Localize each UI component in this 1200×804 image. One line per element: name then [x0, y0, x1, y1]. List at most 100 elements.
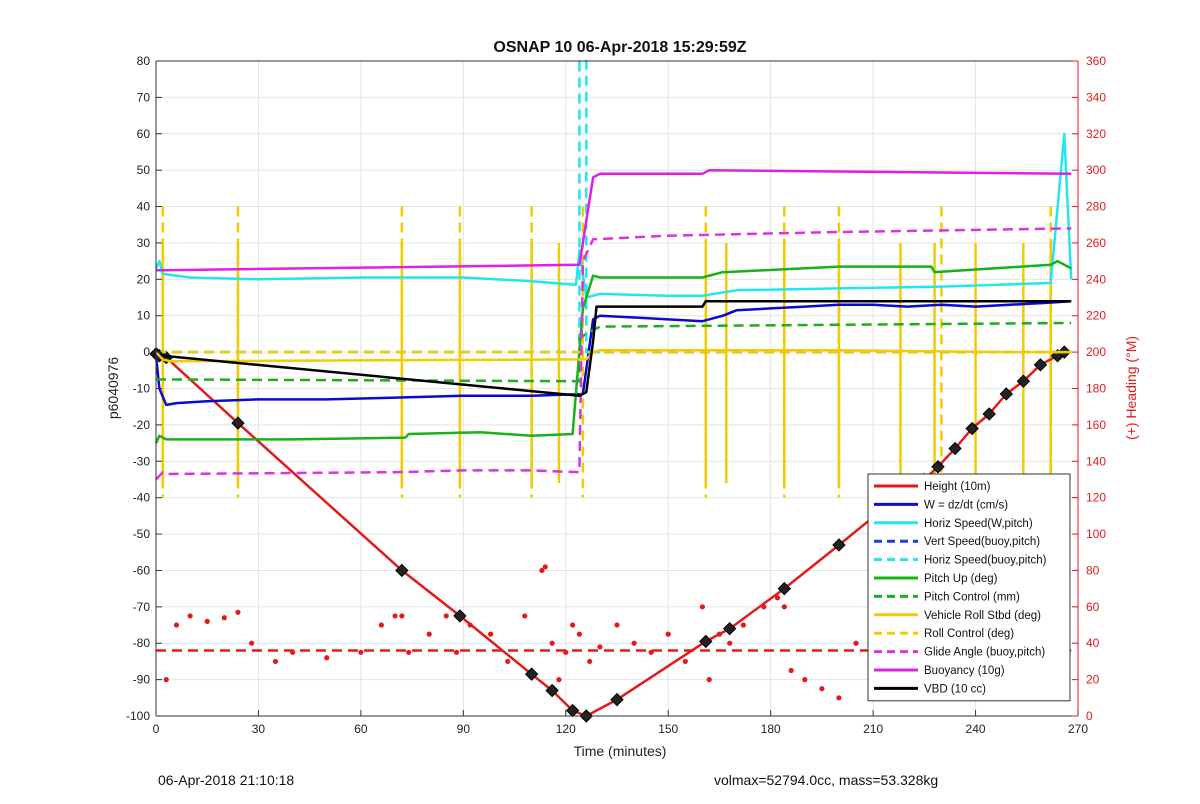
y-tick-label-left: -100: [126, 709, 150, 723]
series-heading-m-point: [426, 631, 432, 637]
legend-label-roll-control-deg: Roll Control (deg): [924, 628, 1014, 640]
series-height-10m-marker: [1016, 374, 1031, 388]
x-axis-label: Time (minutes): [574, 743, 667, 759]
y-tick-label-right: 360: [1086, 54, 1106, 68]
series-heading-m-point: [570, 622, 576, 628]
y-tick-label-right: 160: [1086, 418, 1106, 432]
series-glide-angle-buoy-pitch: [155, 227, 1072, 481]
series-heading-m-point: [173, 622, 180, 628]
y-tick-label-right: 120: [1086, 491, 1106, 505]
y-tick-label-left: 70: [137, 90, 151, 104]
series-heading-m-point: [781, 604, 787, 610]
series-heading-m-point: [453, 649, 460, 655]
series-heading-m-point: [378, 622, 384, 628]
series-height-10m-marker: [832, 538, 846, 552]
series-w-dz-dt-cm-s: [154, 299, 1072, 407]
series-heading-m-point: [587, 658, 593, 665]
y-tick-label-right: 280: [1086, 200, 1106, 214]
series-heading-m-point: [392, 613, 398, 619]
series-heading-m-point: [488, 631, 494, 637]
chart-title: OSNAP 10 06-Apr-2018 15:29:59Z: [493, 39, 746, 56]
series-heading-m-point: [187, 613, 193, 619]
legend-box: [867, 473, 1071, 702]
series-height-10m-marker: [453, 609, 467, 623]
y-tick-label-right: 320: [1086, 127, 1106, 141]
series-height-10m-marker: [948, 441, 962, 456]
series-height-10m-marker: [395, 563, 409, 578]
series-height-10m-marker: [699, 634, 713, 649]
y-tick-label-left: -50: [133, 527, 151, 541]
series-height-10m-marker: [999, 387, 1013, 401]
series-heading-m-point: [788, 667, 794, 674]
x-tick-label: 180: [761, 722, 781, 736]
y-tick-label-left: -70: [133, 600, 151, 614]
x-tick-label: 150: [658, 722, 678, 736]
x-tick-label: 120: [556, 722, 576, 736]
series-heading-m-point: [706, 677, 712, 683]
series-height-10m-marker: [610, 692, 624, 707]
legend-label-horiz-speed-buoy-pitch: Horiz Speed(buoy,pitch): [924, 555, 1047, 567]
legend-label-vert-speed-buoy-pitch: Vert Speed(buoy,pitch): [924, 536, 1040, 548]
legend-label-pitch-up-deg: Pitch Up (deg): [924, 573, 998, 585]
series-heading-m-point: [522, 613, 528, 619]
x-tick-label: 240: [966, 722, 986, 736]
series-pitch-up-deg: [154, 259, 1072, 444]
series-height-10m-marker: [722, 621, 737, 636]
series-heading-m-point: [443, 613, 449, 619]
y-axis-label-left: p6040976: [105, 357, 121, 420]
series-heading-m-point: [614, 622, 620, 628]
series-heading-m-point: [406, 649, 412, 655]
series-pitch-control-mm: [155, 321, 1072, 383]
series-heading-m-point: [249, 640, 255, 646]
legend-label-vehicle-roll-stbd-deg: Vehicle Roll Stbd (deg): [924, 610, 1041, 622]
y-tick-label-left: 30: [137, 236, 151, 250]
y-tick-label-right: 260: [1086, 236, 1106, 250]
y-tick-label-left: 0: [143, 345, 150, 359]
series-heading-m-point: [358, 649, 364, 655]
series-layer: [149, 59, 1073, 723]
x-tick-label: 270: [1068, 722, 1088, 736]
series-heading-m-point: [235, 609, 241, 615]
series-heading-m-point: [556, 677, 562, 683]
y-tick-label-left: -10: [133, 382, 151, 396]
y-tick-label-left: -20: [133, 418, 151, 432]
series-heading-m-point: [699, 604, 705, 610]
y-tick-label-right: 40: [1086, 636, 1100, 650]
axes: 0 30 60 90 120 150 180 210 240 270-100-90-80-70-6…: [126, 54, 1106, 736]
legend: Height (10m) W = dz/dt (cm/s) Horiz Speed(…: [867, 473, 1071, 702]
y-tick-label-left: 10: [137, 309, 151, 323]
series-heading-m-point: [221, 615, 227, 621]
series-buoyancy-10g: [156, 168, 1072, 272]
y-tick-label-left: -30: [133, 454, 151, 468]
series-heading-m-point: [324, 655, 330, 661]
series-heading-m-point: [204, 618, 210, 624]
x-tick-label: 60: [354, 722, 368, 736]
series-height-10m-marker: [231, 416, 245, 430]
series-heading-m-point: [631, 640, 637, 646]
series-heading-m-point: [774, 595, 781, 601]
series-height-10m-marker: [524, 667, 539, 681]
y-tick-label-right: 220: [1086, 309, 1106, 323]
series-heading-m-point: [163, 677, 169, 683]
y-tick-label-left: -90: [133, 673, 151, 687]
y-tick-label-left: 20: [137, 272, 151, 286]
y-tick-label-left: 40: [137, 200, 151, 214]
y-tick-label-right: 20: [1086, 673, 1100, 687]
series-height-10m-marker: [965, 421, 979, 436]
y-tick-label-left: 80: [137, 54, 151, 68]
legend-label-w-dz-dt-cm-s: W = dz/dt (cm/s): [924, 499, 1008, 511]
legend-label-height-10m: Height (10m): [924, 481, 991, 493]
series-heading-m-point: [665, 631, 671, 637]
x-tick-label: 30: [252, 722, 266, 736]
y-tick-label-left: -80: [133, 636, 151, 650]
series-height-10m-marker: [777, 581, 792, 596]
series-heading-m-point: [819, 686, 825, 692]
x-tick-label: 210: [863, 722, 883, 736]
legend-label-buoyancy-10g: Buoyancy (10g): [924, 665, 1005, 677]
series-height-10m-marker: [931, 460, 945, 474]
series-heading-m-point: [682, 658, 688, 665]
series-heading-m-point: [597, 644, 603, 650]
y-tick-label-right: 240: [1086, 272, 1106, 286]
series-heading-m-point: [549, 640, 555, 646]
